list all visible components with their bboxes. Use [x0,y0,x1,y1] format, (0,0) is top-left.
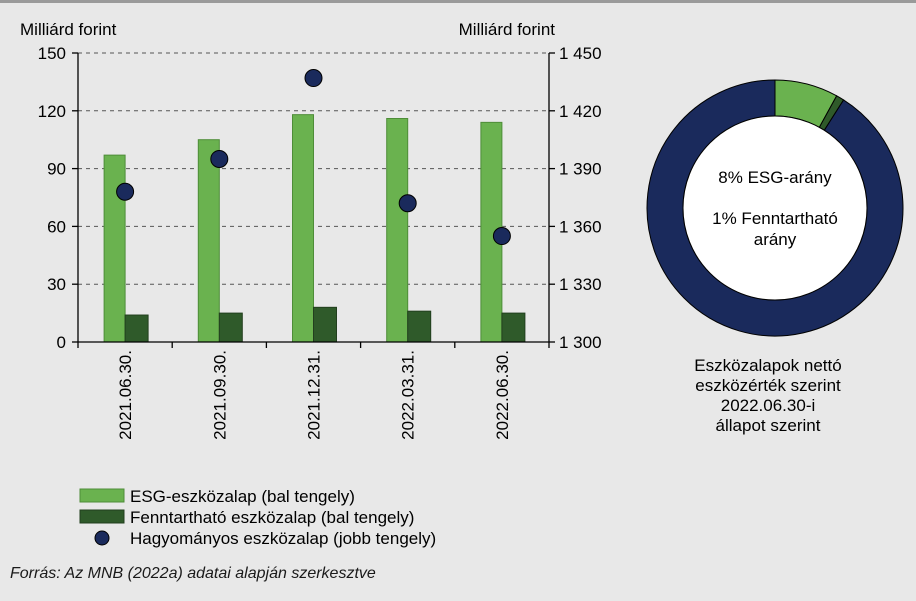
right-tick-label: 1 360 [559,217,602,236]
bar-esg [103,154,126,343]
right-tick-label: 1 390 [559,160,602,179]
left-tick-label: 120 [38,102,66,121]
left-tick-label: 90 [47,160,66,179]
right-tick-label: 1 450 [559,44,602,63]
donut-hole [682,115,868,301]
bar-fenntarthato [501,312,526,343]
donut-center-text: 8% ESG-arány [718,168,832,187]
legend-swatch-fenntarthato [79,509,125,524]
top-border [0,0,916,3]
left-tick-label: 60 [47,217,66,236]
legend-label-hagyomanyos: Hagyományos eszközalap (jobb tengely) [130,529,436,548]
bar-fenntarthato [124,314,149,343]
x-tick-label: 2021.09.30. [210,350,229,440]
x-tick-label: 2022.03.31. [399,350,418,440]
legend-label-fenntarthato: Fenntartható eszközalap (bal tengely) [130,508,414,527]
donut-caption: Eszközalapok nettó [694,356,841,375]
left-tick-label: 150 [38,44,66,63]
bar-fenntarthato [313,306,337,343]
point-hagyomanyos [304,69,323,88]
left-tick-label: 30 [47,275,66,294]
bar-esg [386,118,409,343]
right-axis-title: Milliárd forint [459,20,556,39]
legend-label-esg: ESG-eszközalap (bal tengely) [130,487,355,506]
bar-esg [197,139,220,343]
source-note: Forrás: Az MNB (2022a) adatai alapján sz… [10,565,376,582]
donut-center-text: 1% Fenntartható [712,209,838,228]
left-axis-title: Milliárd forint [20,20,117,39]
right-tick-label: 1 420 [559,102,602,121]
point-hagyomanyos [398,194,417,213]
point-hagyomanyos [492,227,511,246]
donut-center-text: arány [754,230,797,249]
donut-caption: 2022.06.30-i [721,396,816,415]
bar-fenntarthato [407,310,432,343]
right-tick-label: 1 300 [559,333,602,352]
donut-caption: eszközérték szerint [695,376,841,395]
right-tick-label: 1 330 [559,275,602,294]
x-tick-label: 2022.06.30. [493,350,512,440]
x-tick-label: 2021.06.30. [116,350,135,440]
point-hagyomanyos [210,149,229,168]
point-hagyomanyos [116,182,135,201]
bar-fenntarthato [218,312,243,343]
legend-swatch-hagyomanyos [94,530,110,546]
x-tick-label: 2021.12.31. [305,350,324,440]
left-tick-label: 0 [57,333,66,352]
donut-caption: állapot szerint [716,416,821,435]
bar-esg [292,114,314,343]
legend-swatch-esg [79,488,125,503]
